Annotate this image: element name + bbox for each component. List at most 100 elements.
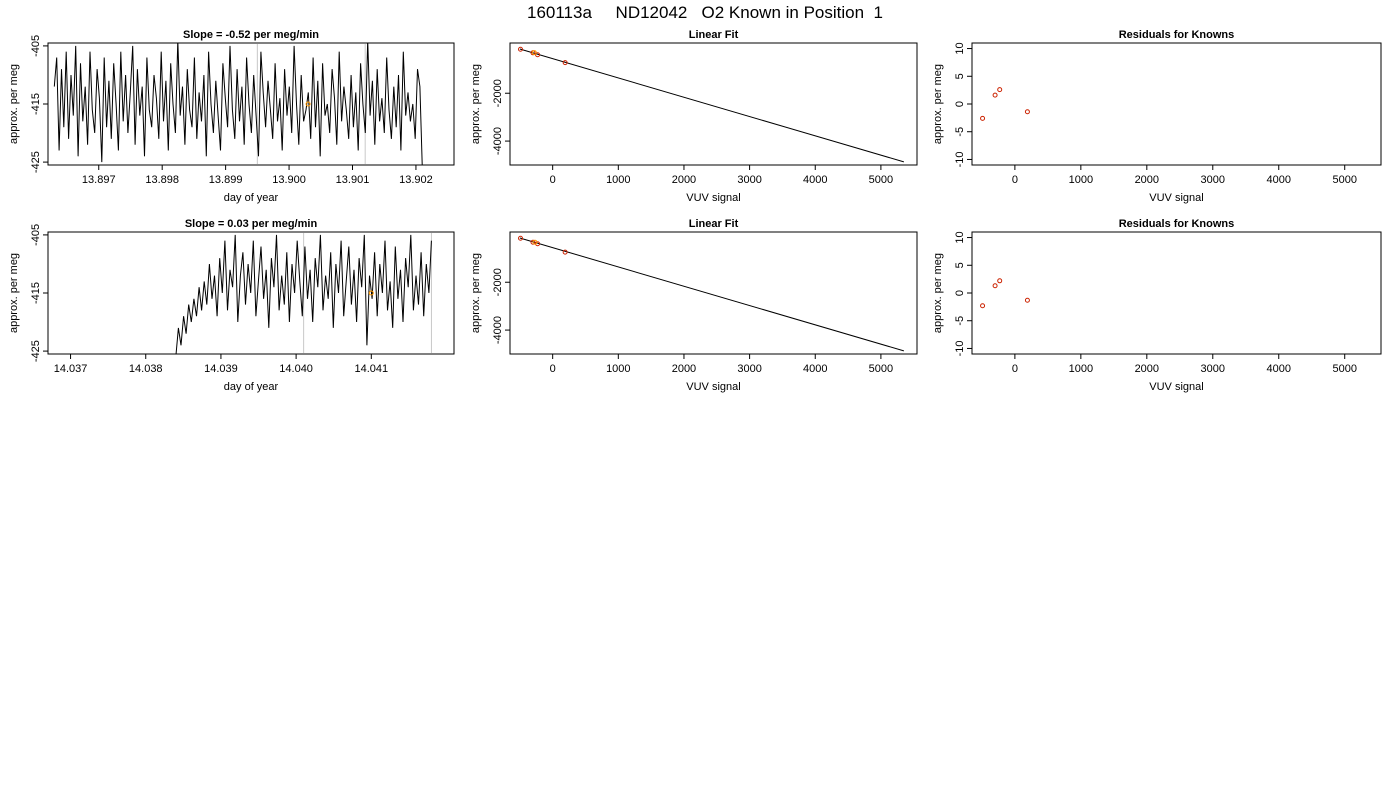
y-tick-label: -425 bbox=[30, 340, 42, 362]
data-point bbox=[518, 46, 524, 52]
y-tick-label: 5 bbox=[954, 73, 966, 79]
x-tick-label: 2000 bbox=[672, 174, 696, 186]
x-tick-label: 5000 bbox=[869, 363, 893, 375]
y-tick-label: -5 bbox=[954, 127, 966, 137]
chart-panel-4: Slope = 0.03 per meg/min 14.037 14.038 14.0… bbox=[8, 218, 455, 393]
y-tick-label: -10 bbox=[954, 341, 966, 357]
y-tick-label: -4000 bbox=[492, 316, 504, 344]
y-tick-label: -425 bbox=[30, 151, 42, 173]
y-axis-label: approx. per meg bbox=[470, 253, 482, 333]
x-axis-label: day of year bbox=[224, 381, 279, 393]
plot-frame bbox=[509, 231, 918, 355]
x-tick-label: 1000 bbox=[1069, 363, 1093, 375]
x-tick-label: 13.899 bbox=[209, 174, 243, 186]
chart-panel-2: Linear Fit 0 1000 2000 3000 4000 5000 -2000 -400… bbox=[470, 29, 918, 204]
x-tick-label: 13.898 bbox=[145, 174, 179, 186]
x-tick-label: 4000 bbox=[803, 363, 827, 375]
y-tick-label: -405 bbox=[30, 35, 42, 57]
x-tick-label: 2000 bbox=[1135, 174, 1159, 186]
x-tick-label: 0 bbox=[1012, 174, 1018, 186]
highlight-point bbox=[305, 101, 311, 107]
y-tick-label: -2000 bbox=[492, 268, 504, 296]
plot-frame bbox=[971, 42, 1382, 166]
x-tick-label: 5000 bbox=[1332, 174, 1356, 186]
x-tick-label: 4000 bbox=[803, 174, 827, 186]
x-tick-label: 2000 bbox=[1135, 363, 1159, 375]
x-tick-label: 1000 bbox=[606, 363, 630, 375]
x-tick-label: 5000 bbox=[1332, 363, 1356, 375]
x-tick-label: 13.897 bbox=[82, 174, 116, 186]
y-axis-label: approx. per meg bbox=[932, 64, 944, 144]
chart-panel-3: Residuals for Knowns 0 1000 2000 3000 4000 500… bbox=[932, 29, 1382, 204]
x-tick-label: 4000 bbox=[1267, 174, 1291, 186]
panel-title: Residuals for Knowns bbox=[1119, 29, 1235, 41]
x-axis-label: VUV signal bbox=[686, 192, 740, 204]
y-tick-label: -405 bbox=[30, 224, 42, 246]
y-axis-label: approx. per meg bbox=[470, 64, 482, 144]
data-marks bbox=[980, 87, 1030, 121]
y-tick-label: -5 bbox=[954, 316, 966, 326]
x-tick-label: 0 bbox=[550, 174, 556, 186]
chart-panel-1: Slope = -0.52 per meg/min 13.897 13.898 13.… bbox=[8, 29, 455, 204]
x-tick-label: 14.040 bbox=[279, 363, 313, 375]
y-tick-label: -2000 bbox=[492, 79, 504, 107]
y-axis-label: approx. per meg bbox=[932, 253, 944, 333]
data-point bbox=[530, 239, 536, 245]
x-tick-label: 1000 bbox=[606, 174, 630, 186]
x-axis-label: VUV signal bbox=[686, 381, 740, 393]
x-axis-label: VUV signal bbox=[1149, 381, 1203, 393]
y-axis-label: approx. per meg bbox=[8, 253, 20, 333]
data-point bbox=[997, 87, 1003, 93]
panel-title: Slope = -0.52 per meg/min bbox=[183, 29, 319, 41]
chart-panel-5: Linear Fit 0 1000 2000 3000 4000 5000 -2000 -400… bbox=[470, 218, 918, 393]
y-tick-label: -4000 bbox=[492, 127, 504, 155]
highlight-point bbox=[368, 290, 374, 296]
x-tick-label: 13.901 bbox=[336, 174, 370, 186]
x-tick-label: 4000 bbox=[1267, 363, 1291, 375]
y-tick-label: -415 bbox=[30, 282, 42, 304]
data-marks bbox=[53, 43, 423, 165]
x-tick-label: 5000 bbox=[869, 174, 893, 186]
series-line bbox=[175, 234, 432, 354]
x-tick-label: 0 bbox=[550, 363, 556, 375]
x-tick-label: 2000 bbox=[672, 363, 696, 375]
x-tick-label: 14.037 bbox=[54, 363, 88, 375]
x-tick-label: 14.038 bbox=[129, 363, 163, 375]
data-marks bbox=[175, 234, 432, 354]
data-point bbox=[1024, 109, 1030, 115]
data-point bbox=[562, 60, 568, 66]
data-point bbox=[997, 278, 1003, 284]
y-tick-label: -415 bbox=[30, 93, 42, 115]
data-marks bbox=[518, 235, 905, 352]
highlight-point bbox=[531, 50, 537, 56]
x-tick-label: 13.902 bbox=[399, 174, 433, 186]
x-tick-label: 13.900 bbox=[272, 174, 306, 186]
y-axis-label: approx. per meg bbox=[8, 64, 20, 144]
panel-title: Residuals for Knowns bbox=[1119, 218, 1235, 230]
x-tick-label: 1000 bbox=[1069, 174, 1093, 186]
data-point bbox=[992, 92, 998, 98]
x-tick-label: 14.039 bbox=[204, 363, 238, 375]
panel-title: Slope = 0.03 per meg/min bbox=[185, 218, 318, 230]
data-point bbox=[980, 303, 986, 309]
data-point bbox=[562, 249, 568, 255]
data-marks bbox=[518, 46, 905, 163]
plot-frame bbox=[509, 42, 918, 166]
x-tick-label: 0 bbox=[1012, 363, 1018, 375]
data-point bbox=[980, 115, 986, 121]
data-marks bbox=[980, 278, 1030, 309]
panel-title: Linear Fit bbox=[689, 218, 739, 230]
x-tick-label: 3000 bbox=[737, 363, 761, 375]
plot-frame bbox=[971, 231, 1382, 355]
highlight-point bbox=[532, 239, 538, 245]
panels: Slope = -0.52 per meg/min 13.897 13.898 13.… bbox=[8, 29, 1382, 393]
fit-line bbox=[519, 48, 905, 163]
data-point bbox=[1024, 297, 1030, 303]
x-tick-label: 3000 bbox=[1201, 174, 1225, 186]
x-tick-label: 14.041 bbox=[354, 363, 388, 375]
y-tick-label: 10 bbox=[954, 231, 966, 243]
y-tick-label: 5 bbox=[954, 262, 966, 268]
data-point bbox=[518, 235, 524, 241]
page-title: 160113a ND12042 O2 Known in Position 1 bbox=[527, 3, 883, 22]
